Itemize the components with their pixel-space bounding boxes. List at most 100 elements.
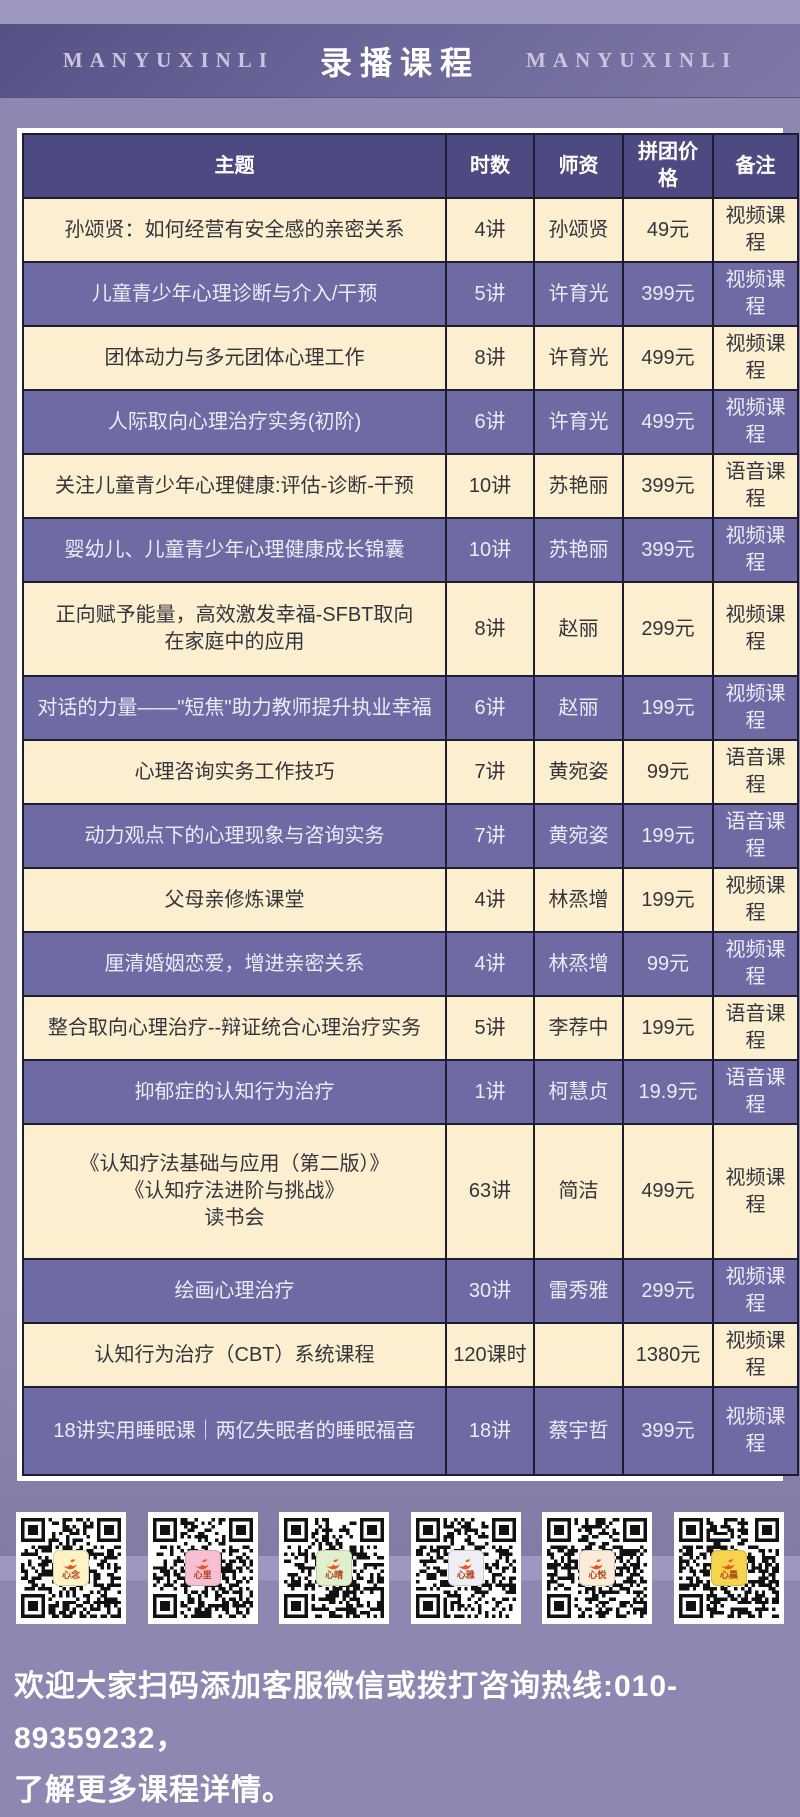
column-header: 师资: [533, 133, 624, 199]
brand-left: MANYUXINLI: [62, 48, 274, 72]
teacher-cell: 雷秀雅: [533, 1258, 624, 1324]
hours-cell: 120课时: [445, 1322, 535, 1388]
hours-cell: 8讲: [445, 581, 535, 677]
note-cell: 视频课程: [712, 675, 799, 741]
table-row: 对话的力量——"短焦"助力教师提升执业幸福 6讲 赵丽 199元 视频课程: [22, 675, 799, 741]
topic-cell: 厘清婚姻恋爱，增进亲密关系: [22, 931, 447, 997]
note-cell: 视频课程: [712, 325, 799, 391]
bird-logo-icon: [325, 1558, 340, 1569]
teacher-cell: 林烝增: [533, 867, 624, 933]
note-cell: 视频课程: [712, 931, 799, 997]
table-row: 婴幼儿、儿童青少年心理健康成长锦囊 10讲 苏艳丽 399元 视频课程: [22, 517, 799, 583]
teacher-cell: 许育光: [533, 261, 624, 327]
qr-code-section: 心念 心里 心晴 心雅 心悦 心晨: [0, 1512, 800, 1624]
note-cell: 视频课程: [712, 581, 799, 677]
teacher-cell: 苏艳丽: [533, 453, 624, 519]
column-header: 备注: [712, 133, 799, 199]
qr-center-badge: 心念: [53, 1550, 89, 1586]
header-banner: MANYUXINLI 录播课程 MANYUXINLI: [0, 24, 800, 98]
note-cell: 视频课程: [712, 867, 799, 933]
qr-badge-label: 心晨: [719, 1569, 738, 1580]
qr-code: 心里: [147, 1512, 258, 1624]
price-cell: 399元: [622, 261, 714, 327]
topic-cell: 对话的力量——"短焦"助力教师提升执业幸福: [22, 675, 447, 741]
hours-cell: 10讲: [445, 517, 535, 583]
hours-cell: 10讲: [445, 453, 535, 519]
topic-cell: 关注儿童青少年心理健康:评估-诊断-干预: [22, 453, 447, 519]
topic-cell: 团体动力与多元团体心理工作: [22, 325, 447, 391]
bird-logo-icon: [194, 1558, 209, 1569]
price-cell: 499元: [622, 325, 714, 391]
note-cell: 视频课程: [712, 261, 799, 327]
hours-cell: 5讲: [445, 261, 535, 327]
qr-center-badge: 心雅: [447, 1550, 484, 1586]
price-cell: 99元: [622, 739, 714, 805]
topic-cell: 绘画心理治疗: [22, 1258, 447, 1324]
topic-cell: 正向赋予能量，高效激发幸福-SFBT取向 在家庭中的应用: [22, 581, 447, 677]
price-cell: 19.9元: [622, 1059, 714, 1125]
table-row: 父母亲修炼课堂 4讲 林烝增 199元 视频课程: [22, 867, 799, 933]
qr-center-badge: 心里: [184, 1550, 221, 1586]
bird-logo-icon: [720, 1558, 735, 1569]
footer-note: 欢迎大家扫码添加客服微信或拨打咨询热线:010-89359232， 了解更多课程…: [0, 1661, 800, 1817]
topic-cell: 动力观点下的心理现象与咨询实务: [22, 803, 447, 869]
table-row: 儿童青少年心理诊断与介入/干预 5讲 许育光 399元 视频课程: [22, 261, 799, 327]
column-header: 主题: [22, 133, 447, 199]
price-cell: 399元: [622, 1386, 714, 1476]
price-cell: 399元: [622, 517, 714, 583]
hours-cell: 5讲: [445, 995, 535, 1061]
hours-cell: 7讲: [445, 739, 535, 805]
price-cell: 199元: [622, 995, 714, 1061]
column-header: 时数: [445, 133, 535, 199]
qr-badge-label: 心晴: [325, 1569, 344, 1580]
hours-cell: 8讲: [445, 325, 535, 391]
table-row: 团体动力与多元团体心理工作 8讲 许育光 499元 视频课程: [22, 325, 799, 391]
brand-right: MANYUXINLI: [526, 48, 738, 72]
page-title: 录播课程: [319, 44, 480, 81]
table-row: 18讲实用睡眠课｜两亿失眠者的睡眠福音 18讲 蔡宇哲 399元 视频课程: [22, 1386, 799, 1476]
price-cell: 1380元: [622, 1322, 714, 1388]
price-cell: 99元: [622, 931, 714, 997]
table-row: 厘清婚姻恋爱，增进亲密关系 4讲 林烝增 99元 视频课程: [22, 931, 799, 997]
footer-line1: 欢迎大家扫码添加客服微信或拨打咨询热线:010-89359232，: [14, 1670, 679, 1755]
qr-code: 心悦: [542, 1512, 653, 1624]
topic-cell: 《认知疗法基础与应用（第二版）》 《认知疗法进阶与挑战》 读书会: [22, 1123, 447, 1260]
note-cell: 视频课程: [712, 517, 799, 583]
qr-badge-label: 心雅: [456, 1569, 475, 1580]
qr-center-badge: 心晨: [710, 1550, 747, 1586]
qr-badge-label: 心念: [61, 1569, 80, 1580]
table-row: 孙颂贤：如何经营有安全感的亲密关系 4讲 孙颂贤 49元 视频课程: [22, 197, 799, 263]
course-table-grid: 主题 时数 师资 拼团价格 备注 孙颂贤：如何经营有安全感的亲密关系 4讲 孙颂贤 49元 视频…: [22, 133, 799, 1476]
teacher-cell: 孙颂贤: [533, 197, 624, 263]
table-row: 抑郁症的认知行为治疗 1讲 柯慧贞 19.9元 语音课程: [22, 1059, 799, 1125]
hours-cell: 4讲: [445, 197, 535, 263]
table-row: 正向赋予能量，高效激发幸福-SFBT取向 在家庭中的应用 8讲 赵丽 299元 视频课程: [22, 581, 799, 677]
table-row: 《认知疗法基础与应用（第二版）》 《认知疗法进阶与挑战》 读书会 63讲 简洁 499…: [22, 1123, 799, 1260]
teacher-cell: 林烝增: [533, 931, 624, 997]
table-row: 关注儿童青少年心理健康:评估-诊断-干预 10讲 苏艳丽 399元 语音课程: [22, 453, 799, 519]
teacher-cell: 黄宛姿: [533, 803, 624, 869]
teacher-cell: 李荐中: [533, 995, 624, 1061]
price-cell: 299元: [622, 1258, 714, 1324]
hours-cell: 63讲: [445, 1123, 535, 1260]
table-row: 认知行为治疗（CBT）系统课程 120课时 1380元 视频课程: [22, 1322, 799, 1388]
table-row: 动力观点下的心理现象与咨询实务 7讲 黄宛姿 199元 语音课程: [22, 803, 799, 869]
note-cell: 视频课程: [712, 1322, 799, 1388]
bird-logo-icon: [62, 1558, 77, 1569]
price-cell: 499元: [622, 389, 714, 455]
hours-cell: 4讲: [445, 867, 535, 933]
bird-logo-icon: [589, 1558, 604, 1569]
qr-badge-label: 心悦: [588, 1569, 607, 1580]
note-cell: 视频课程: [712, 1258, 799, 1324]
note-cell: 语音课程: [712, 453, 799, 519]
topic-cell: 抑郁症的认知行为治疗: [22, 1059, 447, 1125]
topic-cell: 18讲实用睡眠课｜两亿失眠者的睡眠福音: [22, 1386, 447, 1476]
hours-cell: 4讲: [445, 931, 535, 997]
topic-cell: 婴幼儿、儿童青少年心理健康成长锦囊: [22, 517, 447, 583]
teacher-cell: 苏艳丽: [533, 517, 624, 583]
qr-badge-label: 心里: [193, 1569, 212, 1580]
teacher-cell: 柯慧贞: [533, 1059, 624, 1125]
note-cell: 视频课程: [712, 1386, 799, 1476]
hours-cell: 6讲: [445, 389, 535, 455]
note-cell: 语音课程: [712, 995, 799, 1061]
